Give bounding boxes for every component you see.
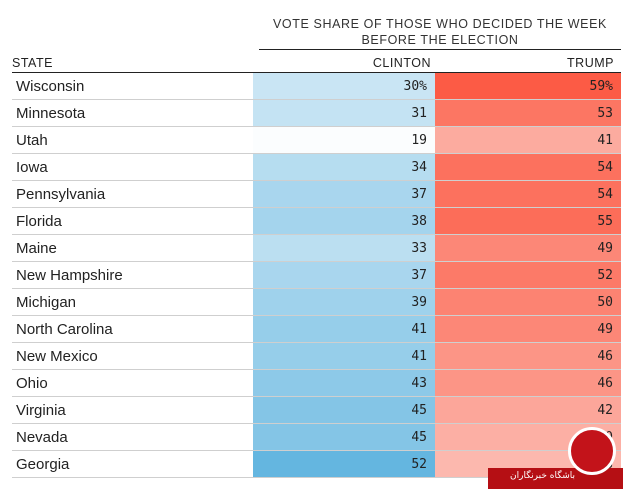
state-name: Georgia bbox=[16, 456, 70, 473]
group-header-rule bbox=[259, 49, 621, 50]
table-row: Utah 19 41 bbox=[12, 127, 621, 154]
trump-share-cell: 54 bbox=[435, 154, 621, 180]
clinton-share-cell: 38 bbox=[253, 208, 435, 234]
clinton-share-cell: 41 bbox=[253, 343, 435, 369]
state-name: Iowa bbox=[16, 159, 48, 176]
state-name: North Carolina bbox=[16, 321, 113, 338]
table-row: Ohio 43 46 bbox=[12, 370, 621, 397]
column-group-header: VOTE SHARE OF THOSE WHO DECIDED THE WEEK… bbox=[259, 16, 621, 48]
state-name: Utah bbox=[16, 132, 48, 149]
column-header-trump: TRUMP bbox=[567, 56, 614, 70]
clinton-share-cell: 31 bbox=[253, 100, 435, 126]
state-name: Wisconsin bbox=[16, 78, 85, 95]
table-row: New Mexico 41 46 bbox=[12, 343, 621, 370]
clinton-share-cell: 52 bbox=[253, 451, 435, 477]
trump-share-cell: 59% bbox=[435, 73, 621, 99]
clinton-share-cell: 37 bbox=[253, 262, 435, 288]
watermark-circle-icon bbox=[568, 427, 616, 475]
trump-share-cell: 55 bbox=[435, 208, 621, 234]
state-name: New Mexico bbox=[16, 348, 98, 365]
clinton-share-cell: 39 bbox=[253, 289, 435, 315]
table-row: Michigan 39 50 bbox=[12, 289, 621, 316]
clinton-share-cell: 33 bbox=[253, 235, 435, 261]
table-row: Iowa 34 54 bbox=[12, 154, 621, 181]
trump-share-cell: 49 bbox=[435, 316, 621, 342]
state-name: Michigan bbox=[16, 294, 77, 311]
state-name: Maine bbox=[16, 240, 57, 257]
table-row: North Carolina 41 49 bbox=[12, 316, 621, 343]
state-name: Florida bbox=[16, 213, 62, 230]
column-header-state: STATE bbox=[12, 56, 53, 70]
group-header-line-1: VOTE SHARE OF THOSE WHO DECIDED THE WEEK bbox=[273, 17, 607, 31]
watermark-logo: باشگاه خبرنگاران bbox=[488, 427, 623, 489]
table-row: Pennsylvania 37 54 bbox=[12, 181, 621, 208]
table-row: Virginia 45 42 bbox=[12, 397, 621, 424]
trump-share-cell: 42 bbox=[435, 397, 621, 423]
clinton-share-cell: 30% bbox=[253, 73, 435, 99]
state-name: New Hampshire bbox=[16, 267, 123, 284]
clinton-share-cell: 41 bbox=[253, 316, 435, 342]
clinton-share-cell: 43 bbox=[253, 370, 435, 396]
trump-share-cell: 49 bbox=[435, 235, 621, 261]
table-row: Florida 38 55 bbox=[12, 208, 621, 235]
table-row: Maine 33 49 bbox=[12, 235, 621, 262]
column-header-clinton: CLINTON bbox=[372, 56, 431, 70]
clinton-share-cell: 45 bbox=[253, 397, 435, 423]
group-header-line-2: BEFORE THE ELECTION bbox=[361, 33, 519, 47]
table-row: Wisconsin 30% 59% bbox=[12, 73, 621, 100]
state-name: Virginia bbox=[16, 402, 66, 419]
state-name: Ohio bbox=[16, 375, 48, 392]
clinton-share-cell: 45 bbox=[253, 424, 435, 450]
trump-share-cell: 41 bbox=[435, 127, 621, 153]
trump-share-cell: 46 bbox=[435, 343, 621, 369]
trump-share-cell: 52 bbox=[435, 262, 621, 288]
table-body: Wisconsin 30% 59% Minnesota 31 53 Utah 19 41 Iowa… bbox=[12, 73, 621, 478]
header-rule bbox=[12, 72, 621, 73]
state-name: Minnesota bbox=[16, 105, 86, 122]
table-row: New Hampshire 37 52 bbox=[12, 262, 621, 289]
state-name: Pennsylvania bbox=[16, 186, 106, 203]
state-name: Nevada bbox=[16, 429, 68, 446]
clinton-share-cell: 37 bbox=[253, 181, 435, 207]
trump-share-cell: 46 bbox=[435, 370, 621, 396]
clinton-share-cell: 19 bbox=[253, 127, 435, 153]
table-row: Minnesota 31 53 bbox=[12, 100, 621, 127]
clinton-share-cell: 34 bbox=[253, 154, 435, 180]
trump-share-cell: 50 bbox=[435, 289, 621, 315]
watermark-text: باشگاه خبرنگاران bbox=[510, 471, 575, 481]
trump-share-cell: 53 bbox=[435, 100, 621, 126]
trump-share-cell: 54 bbox=[435, 181, 621, 207]
